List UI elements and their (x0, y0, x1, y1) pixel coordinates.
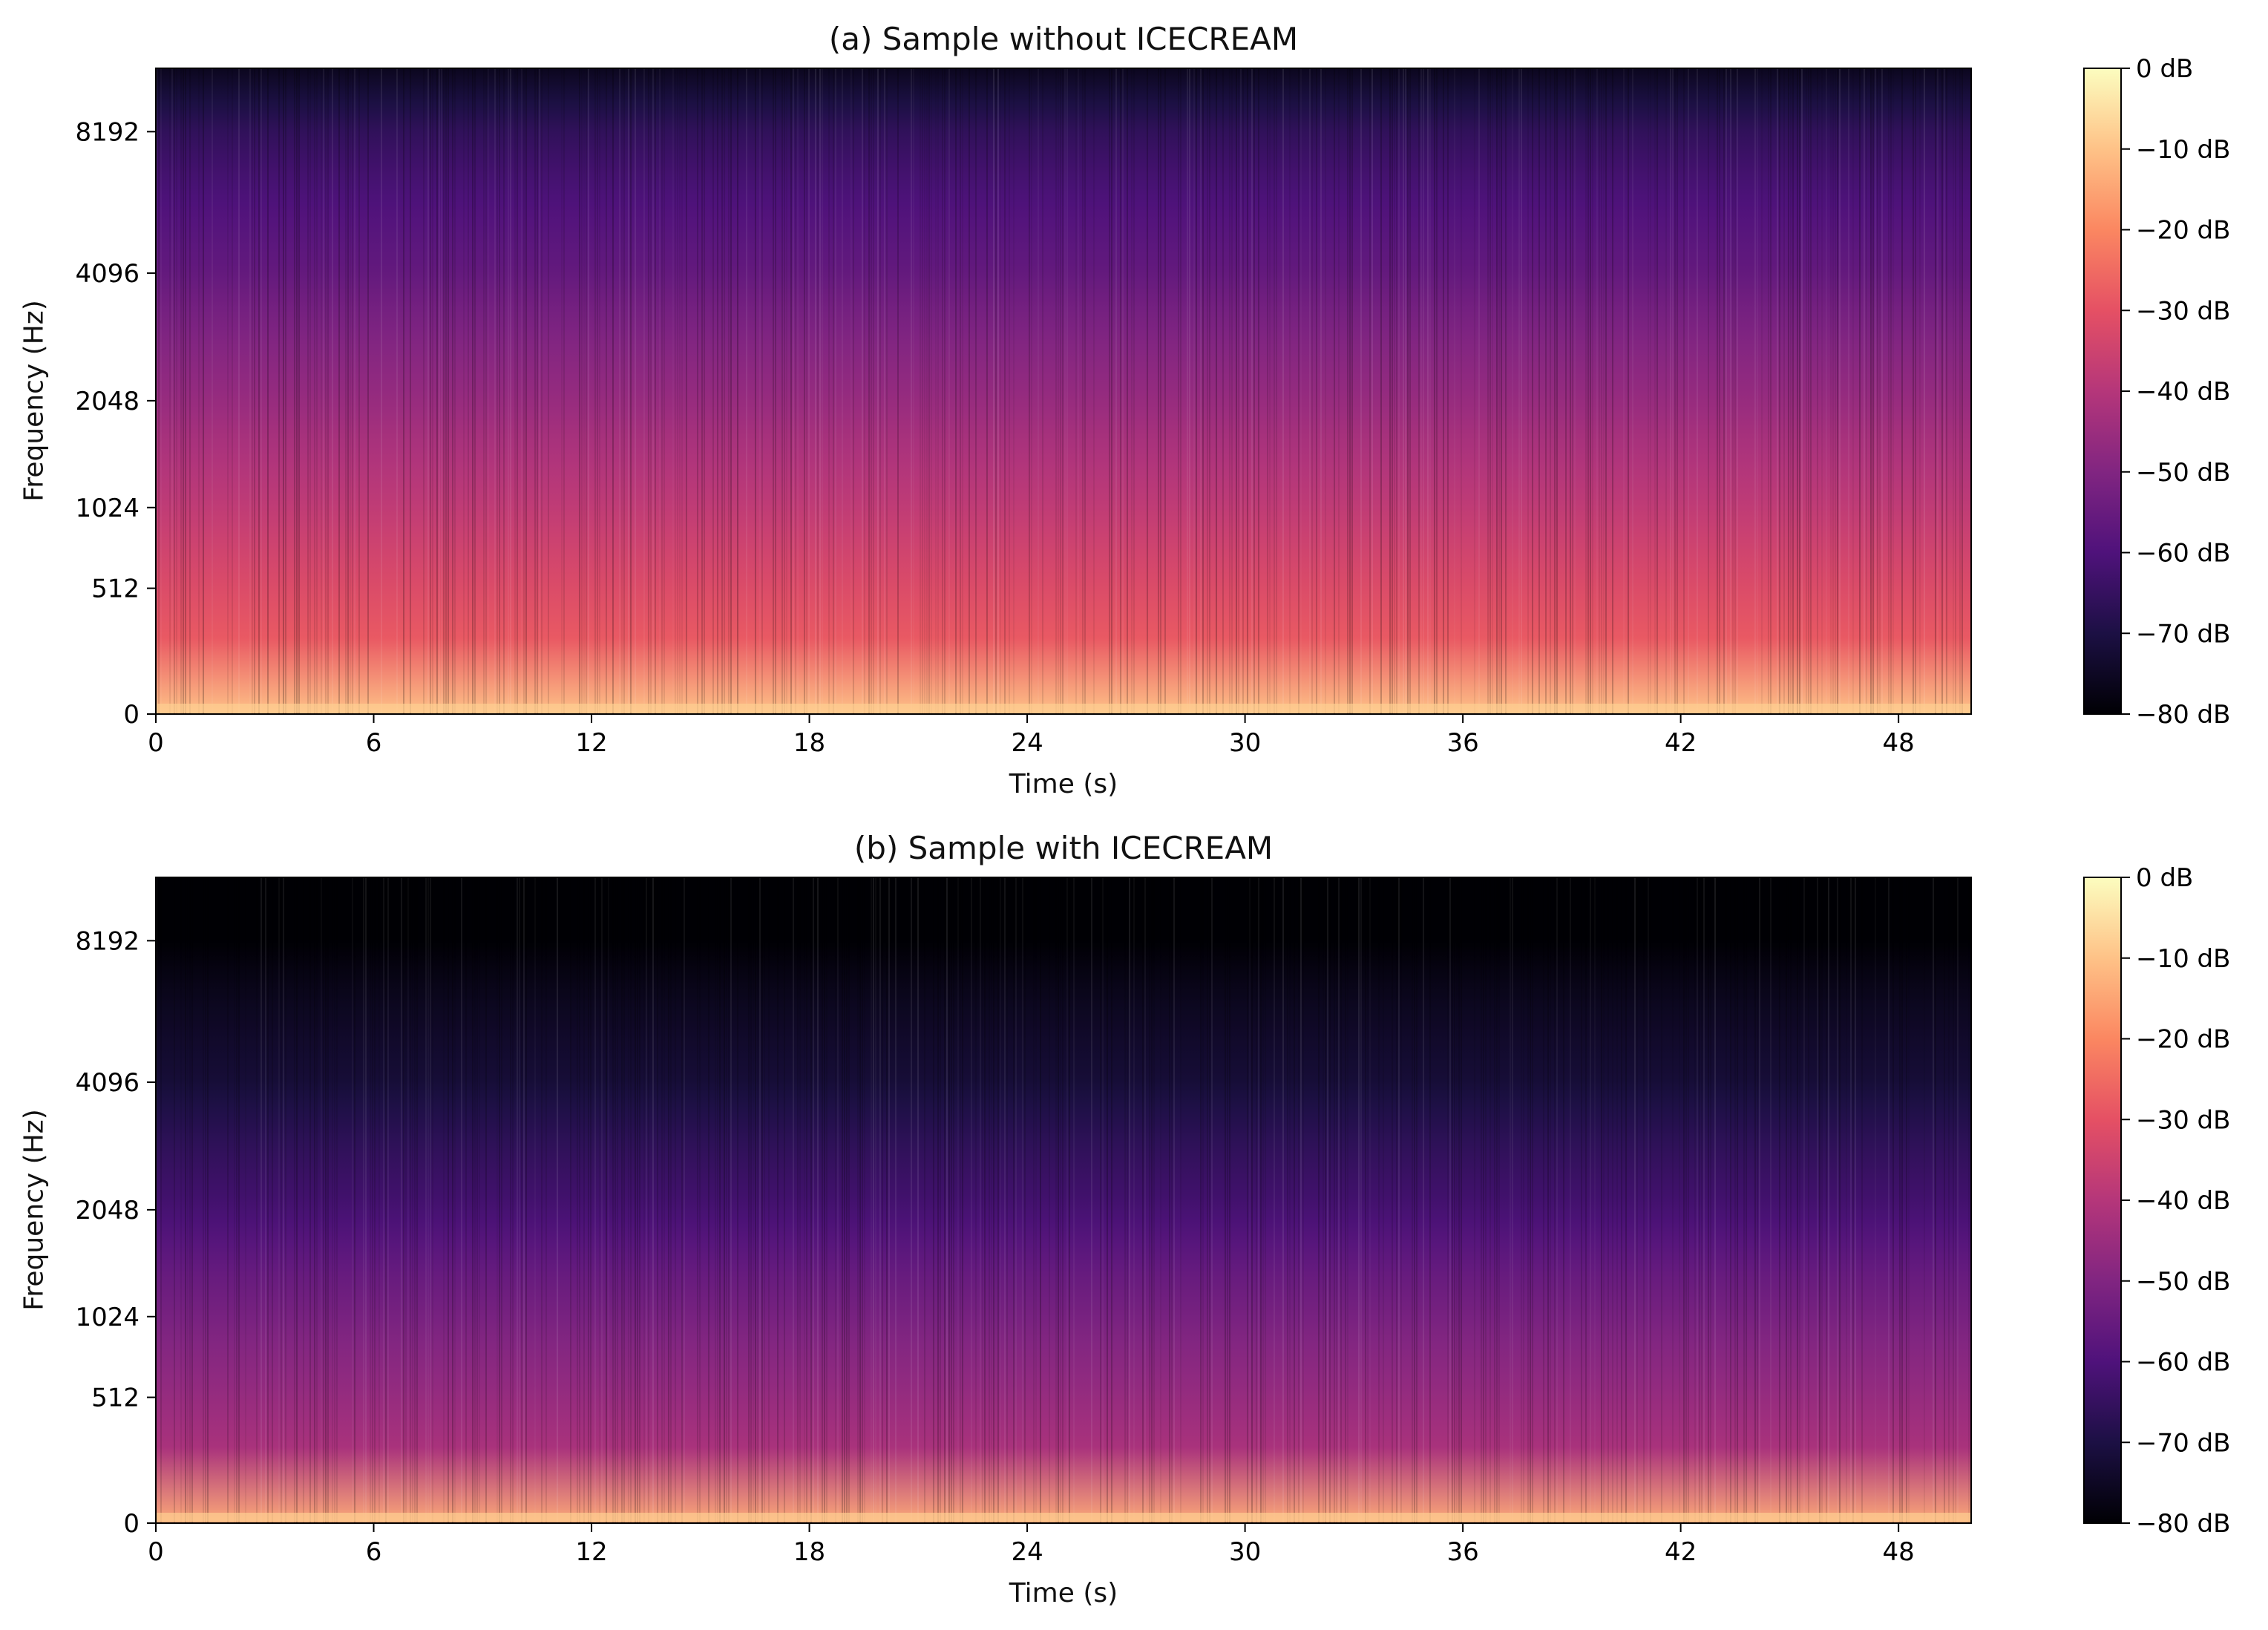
colorbar-tick-label: −50 dB (2136, 1267, 2230, 1297)
colorbar (2084, 68, 2121, 714)
colorbar-tick-label: −40 dB (2136, 377, 2230, 407)
colorbar-tick-label: 0 dB (2136, 863, 2193, 893)
x-tick-label: 42 (1665, 728, 1697, 758)
colorbar-tick-label: −60 dB (2136, 1348, 2230, 1378)
y-tick-label: 0 (123, 1509, 140, 1539)
colorbar-tick-label: −40 dB (2136, 1186, 2230, 1216)
y-tick-label: 2048 (75, 387, 140, 416)
x-tick-label: 30 (1229, 728, 1261, 758)
colorbar-tick-label: 0 dB (2136, 54, 2193, 84)
x-tick-label: 24 (1011, 728, 1043, 758)
colorbar-tick-label: −80 dB (2136, 700, 2230, 730)
y-tick-label: 8192 (75, 926, 140, 956)
x-tick-label: 30 (1229, 1537, 1261, 1567)
y-tick-label: 1024 (75, 1303, 140, 1332)
colorbar-tick-label: −20 dB (2136, 216, 2230, 246)
x-tick-label: 48 (1883, 1537, 1915, 1567)
spectrogram-body (156, 877, 1971, 1523)
colorbar-tick-label: −60 dB (2136, 539, 2230, 569)
colorbar-tick-label: −10 dB (2136, 944, 2230, 974)
x-axis-label: Time (s) (1009, 1578, 1118, 1608)
x-tick-label: 18 (793, 728, 825, 758)
x-tick-label: 18 (793, 1537, 825, 1567)
x-tick-label: 48 (1883, 728, 1915, 758)
y-tick-label: 512 (91, 575, 140, 604)
colorbar-tick-label: −70 dB (2136, 619, 2230, 649)
x-tick-label: 12 (575, 1537, 607, 1567)
spectrogram-texture (156, 68, 1972, 714)
colorbar-tick-label: −70 dB (2136, 1428, 2230, 1458)
colorbar (2084, 877, 2121, 1523)
y-tick-label: 4096 (75, 1068, 140, 1098)
x-axis-label: Time (s) (1009, 769, 1118, 799)
spectrogram-panel-a: 0 6 12 18 24 30 36 42 48 0 512 1024 2048 4096 8192 0 dB… (19, 21, 2231, 799)
x-tick-label: 0 (148, 728, 164, 758)
y-tick-label: 4096 (75, 259, 140, 289)
x-tick-label: 36 (1446, 1537, 1478, 1567)
y-tick-label: 1024 (75, 494, 140, 523)
colorbar-tick-label: −30 dB (2136, 296, 2230, 326)
x-tick-label: 24 (1011, 1537, 1043, 1567)
spectrogram-b-svg: 0 6 12 18 24 30 36 42 48 0 512 1024 2048 4096 8192 0 dB… (75, 863, 2230, 1567)
x-tick-label: 12 (575, 728, 607, 758)
x-tick-label: 0 (148, 1537, 164, 1567)
y-axis-label: Frequency (Hz) (19, 300, 50, 502)
colorbar-tick-label: −20 dB (2136, 1025, 2230, 1055)
y-axis-label: Frequency (Hz) (19, 1109, 50, 1311)
spectrogram-texture (156, 877, 1970, 1523)
x-tick-label: 6 (366, 728, 382, 758)
y-tick-label: 2048 (75, 1196, 140, 1225)
colorbar-tick-label: −30 dB (2136, 1105, 2230, 1135)
colorbar-tick-label: −50 dB (2136, 458, 2230, 488)
chart-title: (b) Sample with ICECREAM (853, 830, 1274, 866)
spectrogram-panel-b: 0 6 12 18 24 30 36 42 48 0 512 1024 2048 4096 8192 0 dB… (0, 809, 2268, 1624)
x-tick-label: 36 (1446, 728, 1478, 758)
chart-title: (a) Sample without ICECREAM (828, 21, 1299, 57)
x-tick-label: 6 (366, 1537, 382, 1567)
spectrogram-body (156, 68, 1971, 714)
y-tick-label: 8192 (75, 117, 140, 147)
colorbar-tick-label: −80 dB (2136, 1509, 2230, 1539)
x-tick-label: 42 (1665, 1537, 1697, 1567)
y-tick-label: 512 (91, 1384, 140, 1413)
y-tick-label: 0 (123, 700, 140, 730)
spectrogram-a-svg: 0 6 12 18 24 30 36 42 48 0 512 1024 2048 4096 8192 0 dB… (75, 54, 2230, 758)
colorbar-tick-label: −10 dB (2136, 135, 2230, 165)
